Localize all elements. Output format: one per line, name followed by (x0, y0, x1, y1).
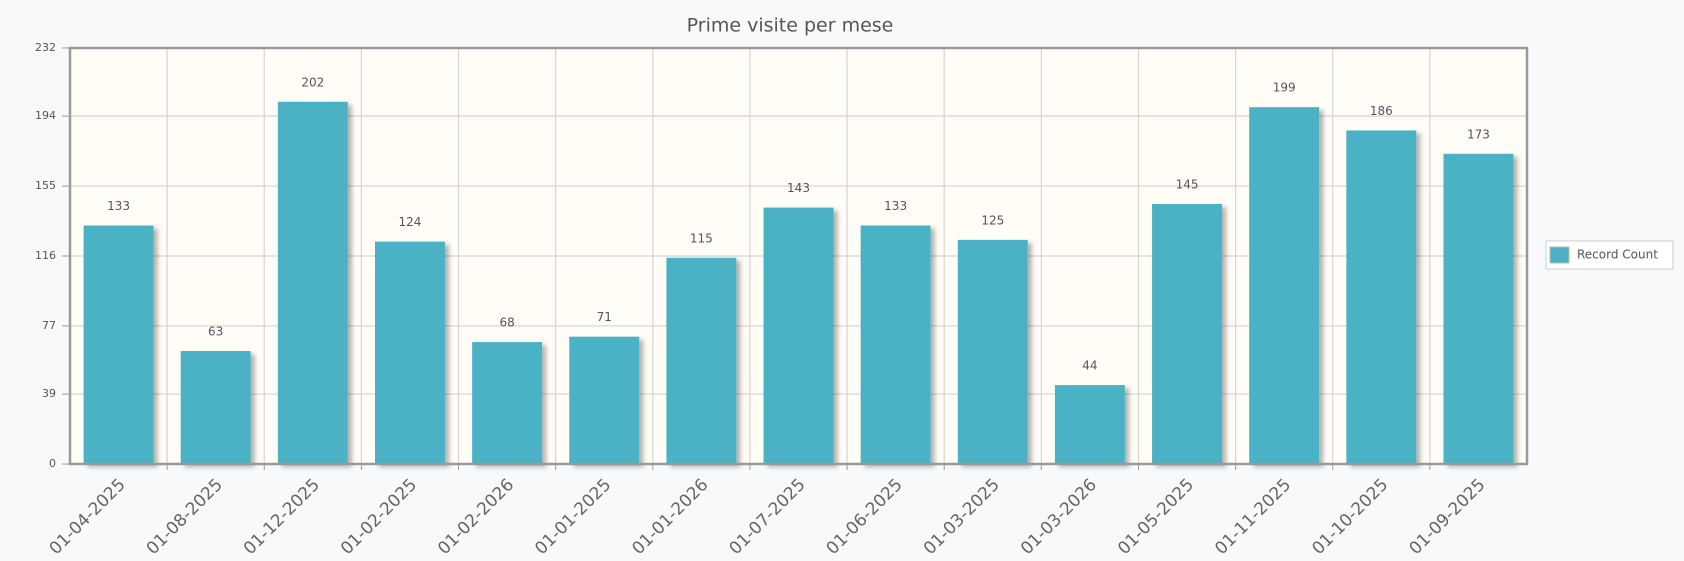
bar (1152, 204, 1223, 464)
bar (957, 239, 1028, 464)
bar (1054, 385, 1125, 464)
value-label: 145 (1176, 178, 1199, 192)
x-tick-label: 01-01-2026 (628, 475, 712, 559)
y-tick-label: 155 (35, 179, 56, 192)
x-tick-label: 01-04-2025 (46, 475, 130, 559)
y-tick-label: 232 (35, 41, 56, 54)
bar (1346, 130, 1417, 464)
x-tick-label: 01-03-2026 (1017, 475, 1101, 559)
marks (83, 101, 1514, 465)
y-tick-label: 0 (49, 457, 56, 470)
legend-swatch (1549, 246, 1570, 264)
value-label: 133 (884, 199, 907, 213)
x-tick-label: 01-10-2025 (1308, 475, 1392, 559)
y-tick-label: 39 (42, 387, 56, 400)
value-label: 202 (301, 75, 324, 89)
value-label: 125 (981, 213, 1004, 227)
value-label: 44 (1082, 359, 1097, 373)
value-label: 199 (1273, 81, 1296, 95)
bar (763, 207, 834, 464)
legend: Record Count (1545, 240, 1674, 270)
x-tick-label: 01-08-2025 (143, 475, 227, 559)
bar (277, 101, 348, 465)
x-tick-label: 01-07-2025 (726, 475, 810, 559)
x-tick-label: 01-02-2026 (434, 475, 518, 559)
value-label: 63 (208, 325, 223, 339)
value-label: 68 (499, 316, 514, 330)
bar (374, 241, 445, 464)
x-tick-label: 01-12-2025 (240, 475, 324, 559)
bar (83, 225, 154, 464)
bar (569, 336, 640, 464)
value-label: 115 (690, 231, 713, 245)
x-tick-label: 01-05-2025 (1114, 475, 1198, 559)
x-tick-label: 01-09-2025 (1406, 475, 1490, 559)
x-tick-label: 01-06-2025 (823, 475, 907, 559)
bar (860, 225, 931, 464)
bar (666, 257, 737, 464)
value-label: 143 (787, 181, 810, 195)
value-label: 186 (1370, 104, 1393, 118)
x-tick-label: 01-02-2025 (337, 475, 421, 559)
value-label: 124 (399, 215, 422, 229)
y-tick-label: 116 (35, 249, 56, 262)
bar (472, 342, 543, 464)
value-label: 173 (1467, 127, 1490, 141)
y-tick-label: 194 (35, 109, 56, 122)
chart-title: Prime visite per mese (687, 15, 894, 37)
bar (1249, 107, 1320, 464)
value-label: 71 (597, 310, 612, 324)
legend-label: Record Count (1577, 248, 1658, 262)
value-label: 133 (107, 199, 130, 213)
bar (1443, 153, 1514, 465)
y-tick-label: 77 (42, 319, 56, 332)
bar (180, 351, 251, 464)
x-tick-label: 01-01-2025 (531, 475, 615, 559)
x-tick-label: 01-11-2025 (1211, 475, 1295, 559)
x-tick-label: 01-03-2025 (920, 475, 1004, 559)
